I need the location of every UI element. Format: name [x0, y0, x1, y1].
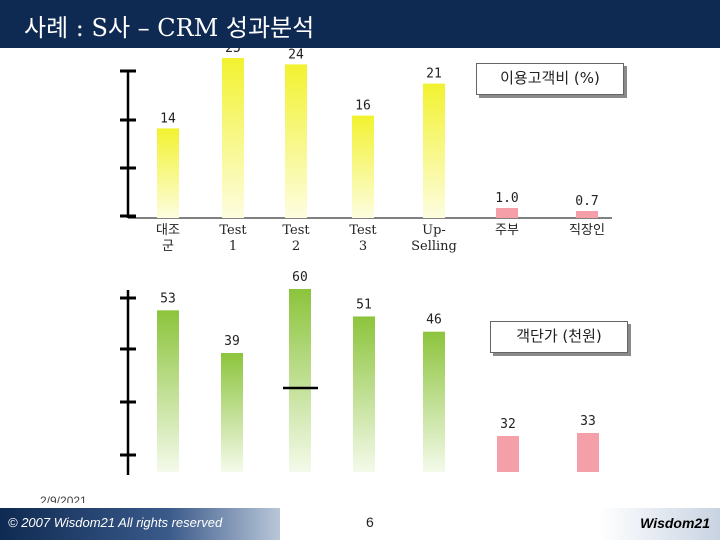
- chart2-legend: 객단가 (천원): [490, 321, 628, 353]
- chart1-bar: [496, 208, 518, 218]
- chart2-value-label: 33: [580, 414, 596, 429]
- chart1-category-label: 주부: [495, 223, 519, 238]
- chart2-bar: [157, 310, 179, 472]
- chart1-category-label: 군: [162, 239, 174, 254]
- chart1-category-label: 1: [229, 239, 237, 254]
- chart1-value-label: 0.7: [575, 194, 598, 209]
- chart2-bar: [423, 331, 445, 472]
- chart1-bars: [157, 58, 598, 219]
- chart1-bar: [285, 64, 307, 219]
- chart1-category-label: 직장인: [569, 223, 605, 238]
- chart2-bar: [577, 433, 599, 472]
- brand-text: Wisdom21: [640, 515, 710, 531]
- charts-svg: 14대조군25Test124Test216Test321Up-Selling1.…: [120, 48, 612, 475]
- chart2-bar: [353, 316, 375, 472]
- chart1-bar: [423, 83, 445, 218]
- chart1-category-label: Test: [219, 223, 247, 238]
- chart1-value-label: 24: [288, 48, 304, 62]
- chart1-category-label: 대조: [156, 223, 180, 238]
- chart1-axis: [120, 69, 612, 219]
- chart1-legend: 이용고객비 (%): [476, 63, 624, 95]
- chart2-legend-text: 객단가 (천원): [516, 327, 602, 345]
- chart1-bar: [157, 128, 179, 218]
- date-fragment: 2/9/2021: [40, 494, 87, 503]
- chart2-axis: [120, 290, 136, 475]
- chart1-category-label: Test: [349, 223, 377, 238]
- chart1-value-label: 16: [355, 99, 371, 114]
- chart2-value-label: 32: [500, 417, 516, 432]
- chart2-bars: [157, 289, 599, 472]
- chart2-value-label: 46: [426, 313, 442, 328]
- chart2-value-label: 60: [292, 270, 308, 285]
- page-title: 사례 : S사 – CRM 성과분석: [24, 14, 315, 42]
- chart1-category-label: 3: [359, 239, 367, 254]
- chart1-value-label: 14: [160, 111, 176, 126]
- chart1-category-label: Test: [282, 223, 310, 238]
- page-number: 6: [366, 514, 374, 530]
- chart1-category-label: Up-: [422, 223, 446, 238]
- chart1-bar: [222, 58, 244, 218]
- chart1-category-label: 2: [292, 239, 300, 254]
- chart1-value-label: 25: [225, 48, 241, 56]
- title-bar: 사례 : S사 – CRM 성과분석: [0, 0, 720, 48]
- chart2-value-label: 51: [356, 297, 372, 312]
- chart1-bar: [576, 211, 598, 218]
- chart1-value-label: 1.0: [495, 191, 518, 206]
- chart1-category-label: Selling: [411, 239, 457, 254]
- footer-right: Wisdom21: [600, 508, 720, 540]
- chart2-value-label: 39: [224, 334, 240, 349]
- chart1-labels: 14대조군25Test124Test216Test321Up-Selling1.…: [156, 48, 605, 254]
- chart2-value-label: 53: [160, 291, 176, 306]
- chart1-bar: [352, 115, 374, 218]
- chart2-bar: [497, 436, 519, 472]
- chart2-bar: [221, 353, 243, 472]
- chart2-labels: 53 39 60 51 46 32 33: [160, 270, 596, 432]
- footer-left: © 2007 Wisdom21 All rights reserved: [0, 508, 280, 540]
- chart2-bar: [289, 289, 311, 472]
- copyright-text: © 2007 Wisdom21 All rights reserved: [8, 515, 223, 530]
- chart1-value-label: 21: [426, 67, 442, 82]
- chart1-legend-text: 이용고객비 (%): [500, 69, 600, 87]
